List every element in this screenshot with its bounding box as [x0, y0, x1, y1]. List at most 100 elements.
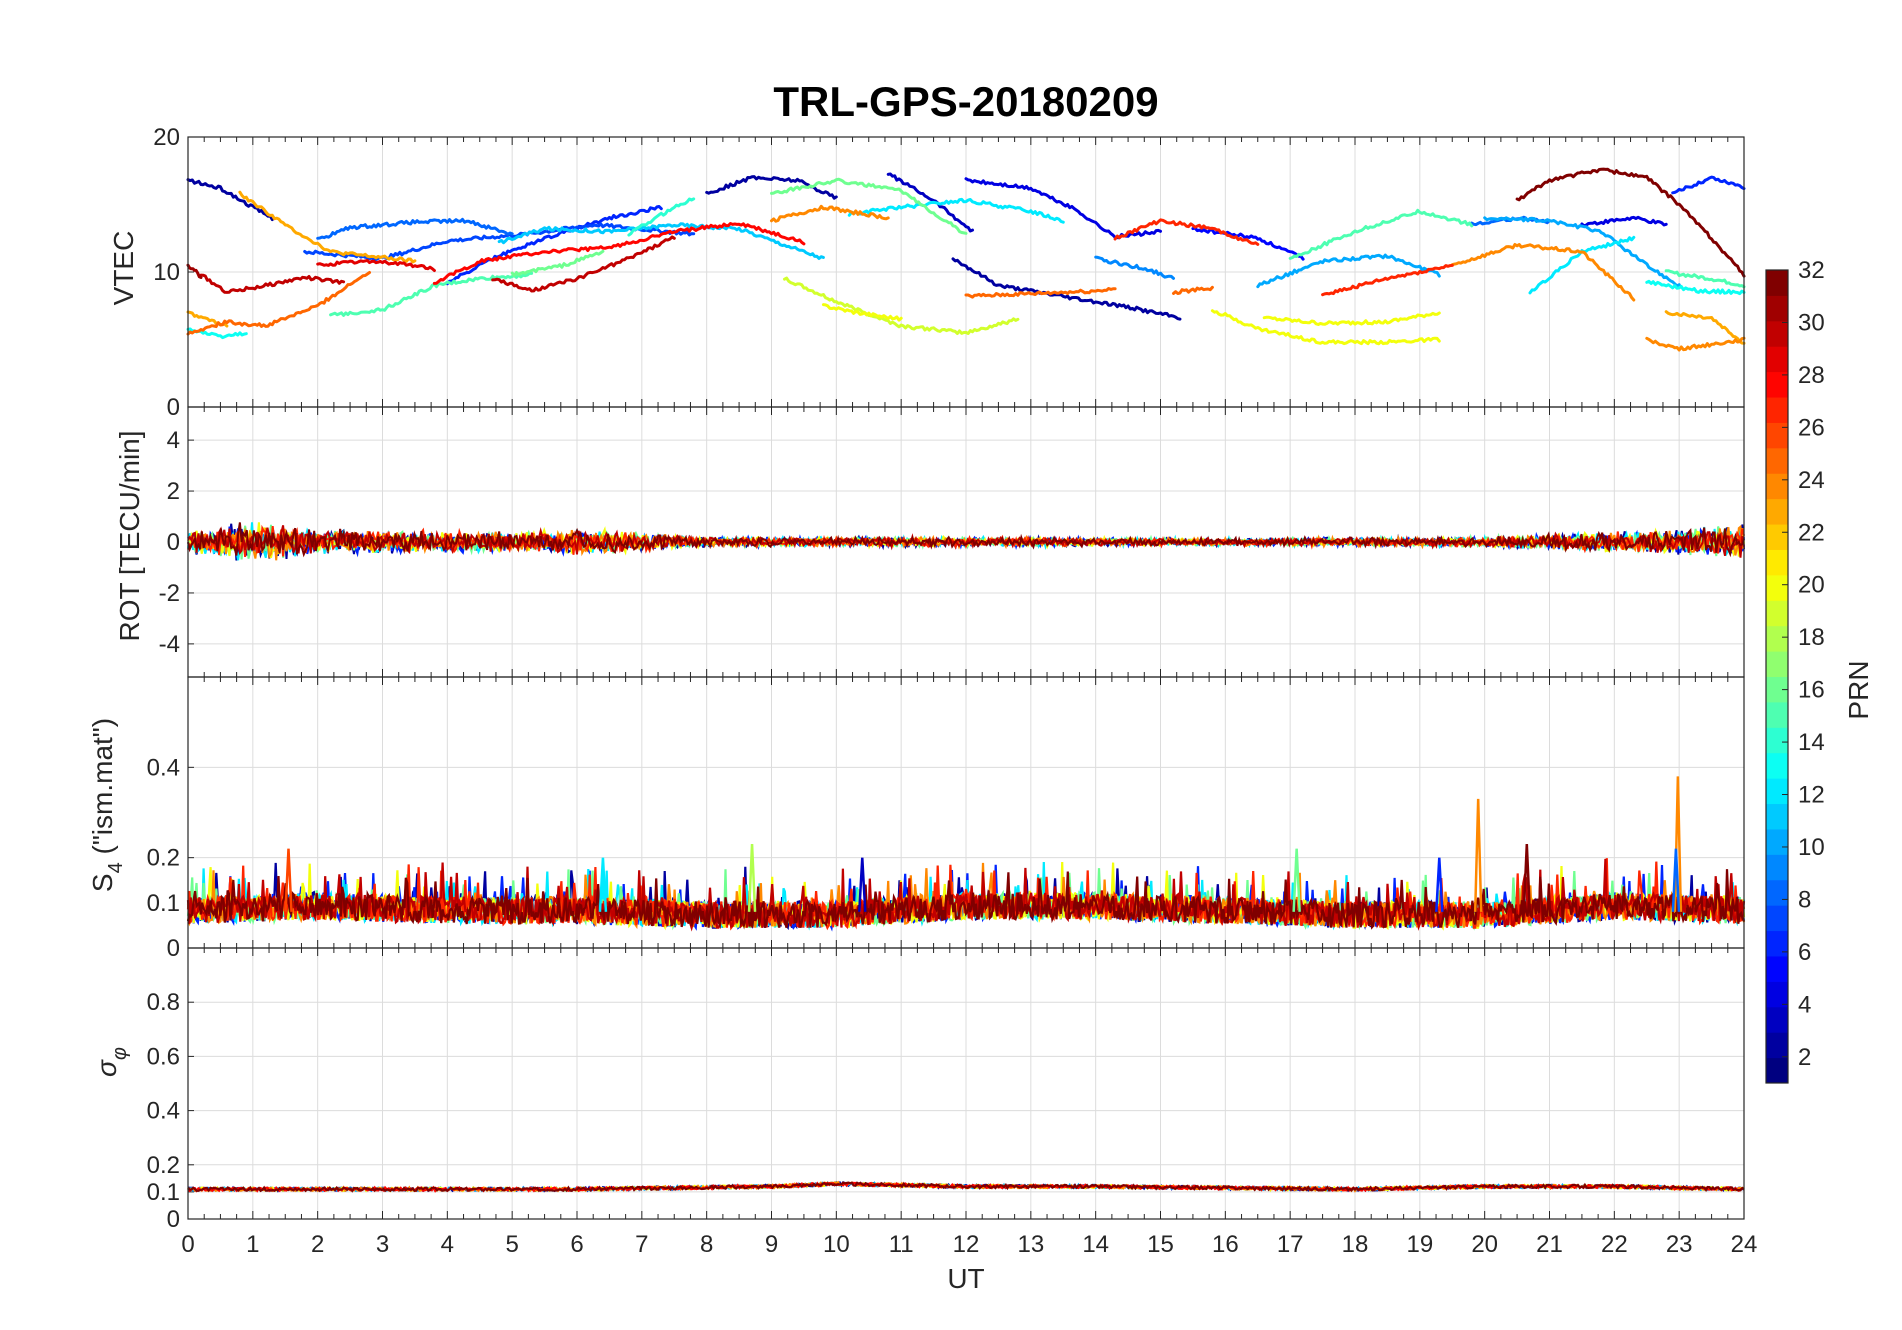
colorbar-segment	[1766, 701, 1788, 728]
sigma-ylabel: σφ	[91, 1047, 131, 1077]
colorbar-tick-label: 2	[1798, 1044, 1811, 1071]
x-tick-label: 24	[1731, 1231, 1758, 1258]
colorbar-tick-label: 22	[1798, 519, 1825, 546]
vtec-trace-prn-19	[783, 276, 1020, 335]
s4-spike-prn-12	[598, 857, 608, 912]
s4-ylabel-main: S	[87, 873, 118, 892]
vtec-trace-prn-30	[491, 235, 676, 293]
y-tick-label: 0	[167, 394, 180, 421]
colorbar-segment	[1766, 397, 1788, 423]
y-tick-label: 0.1	[147, 1179, 180, 1206]
y-tick-label: 0.8	[147, 989, 180, 1016]
vtec-trace-prn-4	[964, 177, 1162, 240]
x-tick-label: 5	[505, 1231, 518, 1258]
colorbar-tick-label: 30	[1798, 309, 1825, 336]
vtec-panel: 0 10 20	[153, 124, 1746, 421]
s4-trace-prn-32	[186, 869, 1745, 930]
colorbar-segment	[1766, 1057, 1788, 1084]
x-tick-label: 10	[823, 1231, 850, 1258]
y-tick-label: -4	[159, 631, 180, 658]
colorbar-segment	[1766, 930, 1788, 957]
vtec-trace-prn-25	[186, 271, 371, 336]
colorbar-segment	[1766, 295, 1788, 322]
vtec-trace-prn-29	[316, 258, 436, 272]
x-tick-label: 21	[1536, 1231, 1563, 1258]
x-tick-label: 6	[570, 1231, 583, 1258]
vtec-trace-prn-23	[238, 190, 417, 264]
vtec-trace-prn-3	[886, 172, 974, 233]
y-tick-label: 0.2	[147, 845, 180, 872]
vtec-trace-prn-32	[1515, 167, 1746, 278]
x-tick-label: 2	[311, 1231, 324, 1258]
colorbar-segment	[1766, 371, 1788, 398]
y-tick-label: 0	[167, 1206, 180, 1233]
vtec-trace-prn-6	[1671, 175, 1746, 195]
y-tick-label: 10	[153, 259, 180, 286]
s4-ylabel-sub: 4	[105, 862, 127, 873]
axes-frame	[187, 947, 1745, 1220]
vtec-trace-prn-11	[497, 222, 825, 260]
colorbar-tick-label: 14	[1798, 729, 1825, 756]
colorbar-segment	[1766, 905, 1788, 932]
y-tick-label: 2	[167, 478, 180, 505]
vtec-trace-prn-20	[821, 303, 903, 322]
colorbar-segment	[1766, 625, 1788, 652]
vtec-trace-prn-15	[1664, 269, 1746, 289]
vtec-trace-prn-27	[1321, 263, 1454, 297]
colorbar-tick-label: 8	[1798, 886, 1811, 913]
vtec-trace-prn-2	[186, 178, 274, 222]
y-tick-label: 0.4	[147, 754, 180, 781]
y-tick-label: 20	[153, 124, 180, 151]
vtec-trace-prn-30	[199, 273, 346, 294]
colorbar-segment	[1766, 270, 1788, 296]
x-tick-label: 1	[246, 1231, 259, 1258]
colorbar-segment	[1766, 1032, 1788, 1059]
prn-label: PRN	[1843, 660, 1874, 719]
sigma-ylabel-main: σ	[91, 1059, 122, 1077]
x-tick-label: 9	[765, 1231, 778, 1258]
colorbar-frame	[1765, 269, 1789, 1084]
vtec-trace-prn-16	[510, 249, 605, 278]
colorbar-tick-label: 16	[1798, 677, 1825, 704]
vtec-trace-prn-14	[627, 197, 696, 237]
y-tick-label: 0.2	[147, 1152, 180, 1179]
x-tick-label: 12	[953, 1231, 980, 1258]
vtec-trace-prn-5	[1191, 226, 1305, 261]
colorbar-segment	[1766, 549, 1788, 576]
colorbar-tick-label: 12	[1798, 782, 1825, 809]
colorbar-tick-label: 4	[1798, 991, 1811, 1018]
colorbar-segment	[1766, 778, 1788, 805]
s4-spike-prn-24	[1473, 798, 1483, 912]
vtec-trace-prn-10	[1483, 216, 1681, 288]
x-tick-label: 18	[1342, 1231, 1369, 1258]
x-tick-label: 7	[635, 1231, 648, 1258]
colorbar-segment	[1766, 524, 1788, 550]
colorbar-segment	[1766, 473, 1788, 500]
vtec-trace-prn-15	[1288, 208, 1474, 260]
colorbar-segment	[1766, 981, 1788, 1008]
colorbar-segment	[1766, 752, 1788, 779]
x-tick-label: 8	[700, 1231, 713, 1258]
vtec-trace-prn-20	[1210, 309, 1441, 346]
colorbar-tick-label: 26	[1798, 414, 1825, 441]
s4-spike-prn-16	[1292, 848, 1301, 912]
y-tick-label: 0.1	[147, 890, 180, 917]
vtec-trace-prn-9	[1094, 255, 1175, 280]
vtec-trace-prn-4	[1580, 215, 1668, 228]
s4-ylabel-rest: ("ism.mat")	[87, 718, 118, 862]
rot-panel: -4 -2 0 2 4	[159, 406, 1745, 678]
colorbar-segment	[1766, 1006, 1788, 1033]
s4-panel: 0 0.1 0.2 0.4	[147, 676, 1746, 962]
y-tick-label: 4	[167, 427, 180, 454]
sigma-phi-panel: 00.10.20.40.60.80 1 2 3 4 5 6 7 8 9 10 11 12 13 14 15 16…	[147, 947, 1758, 1258]
vtec-trace-prn-10	[1256, 253, 1441, 289]
vtec-trace-prn-24	[1450, 243, 1636, 302]
s4-spike-prn-8	[1671, 848, 1681, 912]
vtec-trace-prn-15	[329, 271, 534, 317]
rot-ylabel: ROT [TECU/min]	[114, 430, 145, 641]
vtec-trace-prn-2	[705, 175, 838, 200]
vtec-trace-prn-27	[1113, 218, 1260, 246]
colorbar-segment	[1766, 320, 1788, 347]
vtec-trace-prn-16	[770, 177, 968, 235]
